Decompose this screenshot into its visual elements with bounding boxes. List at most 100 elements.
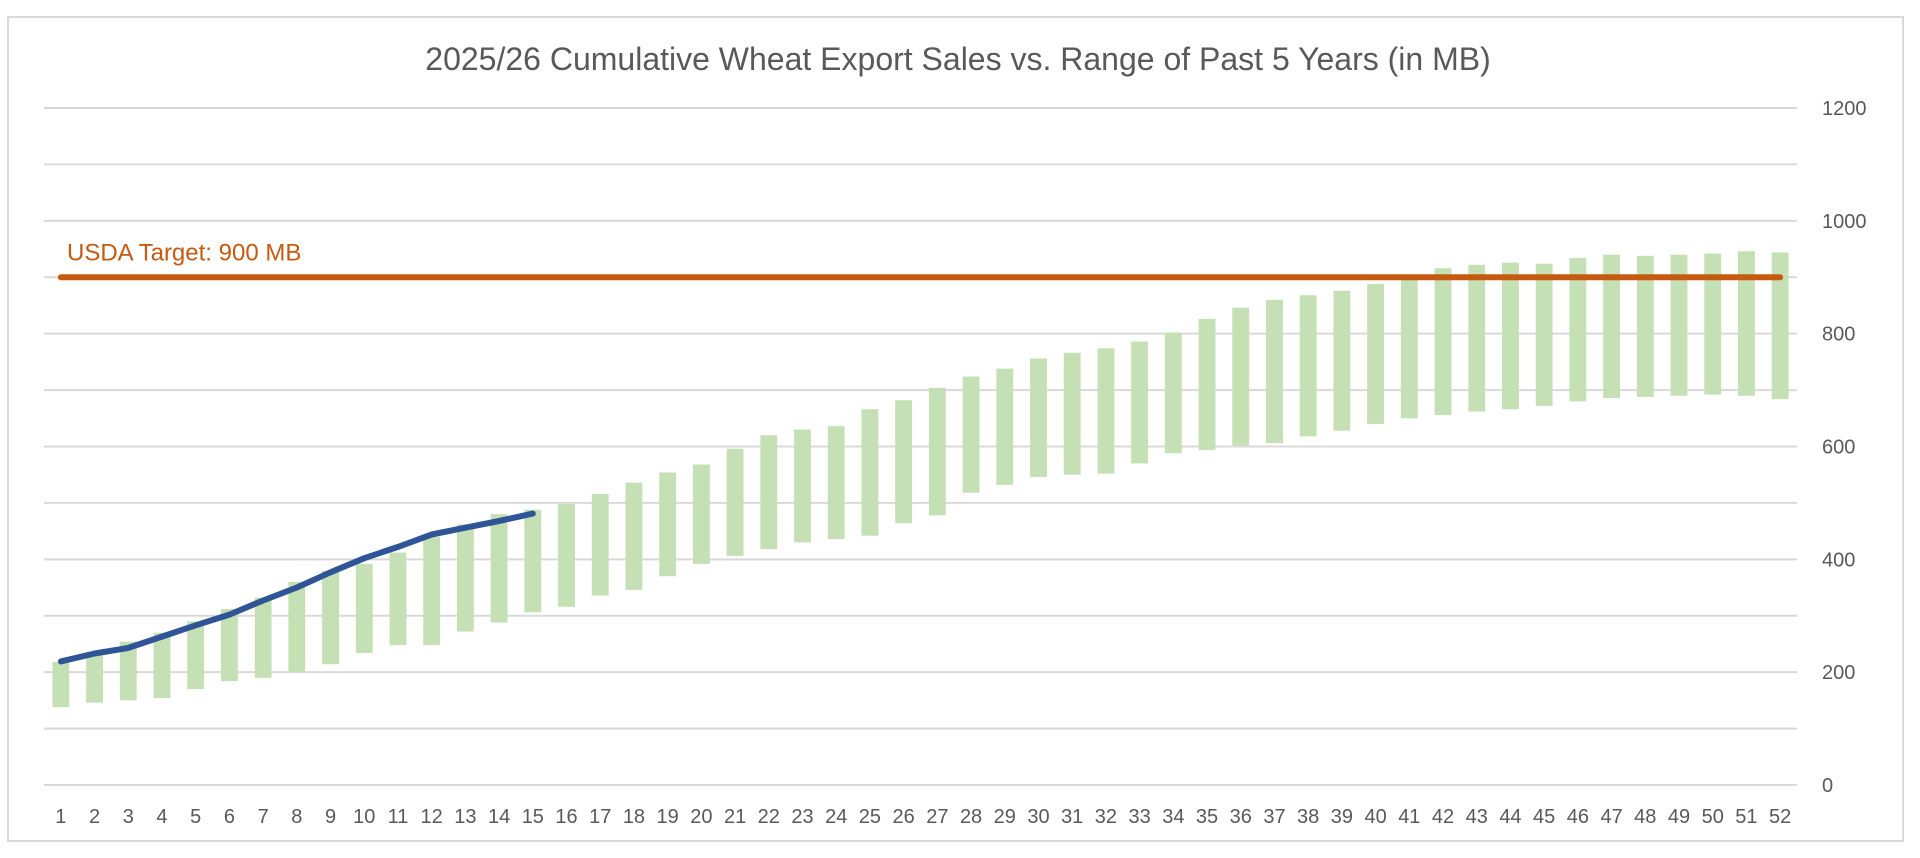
x-tick-label: 47 [1600,806,1622,828]
range-bar [1468,264,1486,412]
current-sales-line-group [57,510,536,665]
chart-title: 2025/26 Cumulative Wheat Export Sales vs… [425,41,1490,77]
x-tick-label: 12 [421,806,443,828]
range-bar [1164,332,1182,454]
range-bar [187,621,205,690]
range-bar [1704,253,1722,395]
x-tick-label: 13 [454,806,476,828]
range-bar [288,581,306,673]
x-tick-label: 5 [190,806,201,828]
x-tick-label: 2 [89,806,100,828]
x-tick-label: 21 [724,806,746,828]
range-bar [558,504,575,607]
x-tick-label: 49 [1668,806,1690,828]
current-sales-point [531,512,535,516]
x-tick-label: 4 [156,806,167,828]
x-tick-label: 52 [1769,806,1791,828]
range-bar [220,608,238,682]
y-axis-ticks: 0 200 400 600 800 1000 1200 [1822,98,1867,797]
x-tick-label: 6 [224,806,235,828]
y-tick-label: 1000 [1822,211,1867,233]
x-tick-label: 24 [825,806,847,828]
range-bar [52,662,70,708]
x-tick-label: 14 [488,806,510,828]
x-tick-label: 28 [960,806,982,828]
range-bar [827,426,845,540]
range-bar [726,448,744,556]
x-tick-label: 10 [353,806,375,828]
x-tick-label: 25 [859,806,881,828]
range-bar [1603,254,1621,398]
current-sales-point [497,519,501,523]
range-bar [591,493,609,596]
range-bar [1131,341,1149,464]
current-sales-point [227,613,231,617]
range-bar [928,387,946,516]
x-tick-label: 32 [1095,806,1117,828]
range-bar [861,409,879,536]
range-bar [1333,290,1351,431]
y-tick-label: 0 [1822,775,1833,797]
x-tick-label: 18 [623,806,645,828]
x-tick-label: 7 [258,806,269,828]
range-bar [1670,254,1688,396]
range-bar [1636,255,1654,397]
current-sales-point [295,586,299,590]
x-tick-label: 23 [791,806,813,828]
range-bar [1569,258,1587,402]
current-sales-point [93,652,97,656]
x-tick-label: 45 [1533,806,1555,828]
range-bar [1535,263,1553,406]
target-line-group: USDA Target: 900 MB [57,239,1784,281]
x-tick-label: 20 [690,806,712,828]
range-bar [1771,252,1789,400]
range-bar [1063,352,1081,475]
y-tick-label: 600 [1822,437,1855,459]
x-tick-label: 48 [1634,806,1656,828]
x-tick-label: 27 [926,806,948,828]
x-tick-label: 8 [291,806,302,828]
range-bar [1097,348,1115,474]
y-tick-label: 800 [1822,324,1855,346]
range-bar [1400,277,1418,419]
x-tick-label: 46 [1567,806,1589,828]
x-tick-label: 33 [1129,806,1151,828]
current-sales-point [362,556,366,560]
x-tick-label: 50 [1702,806,1724,828]
x-tick-label: 11 [388,806,409,828]
range-bar [389,552,407,646]
x-tick-label: 40 [1364,806,1386,828]
x-tick-label: 31 [1061,806,1083,828]
current-sales-point [329,570,333,574]
range-bar [760,435,778,550]
range-bar [119,641,137,701]
current-sales-point [396,545,400,549]
x-axis-ticks: 1 2 3 4 5 6 7 8 9 10 11 12 13 14 15 16 17 18 19 20 21 22 23 24 2… [55,806,1791,828]
x-tick-label: 9 [325,806,336,828]
range-bar [423,536,441,646]
current-sales-point [261,599,265,603]
x-tick-label: 42 [1432,806,1454,828]
range-bar [659,472,677,577]
range-bar [86,651,103,703]
x-tick-label: 38 [1297,806,1319,828]
range-bar [1030,358,1047,477]
x-tick-label: 36 [1230,806,1252,828]
x-tick-label: 34 [1162,806,1184,828]
current-sales-point [194,623,198,627]
y-tick-label: 1200 [1822,98,1867,120]
range-bar [962,376,980,493]
x-tick-label: 44 [1499,806,1521,828]
range-bar [625,482,643,590]
range-bar [1367,284,1385,424]
x-tick-label: 29 [994,806,1016,828]
current-sales-point [430,533,434,537]
range-bar [1299,295,1317,437]
range-bar [1266,299,1283,444]
x-tick-label: 22 [758,806,780,828]
range-bar [895,400,913,524]
x-tick-label: 19 [657,806,679,828]
x-tick-label: 41 [1398,806,1420,828]
target-line-label: USDA Target: 900 MB [67,239,301,266]
